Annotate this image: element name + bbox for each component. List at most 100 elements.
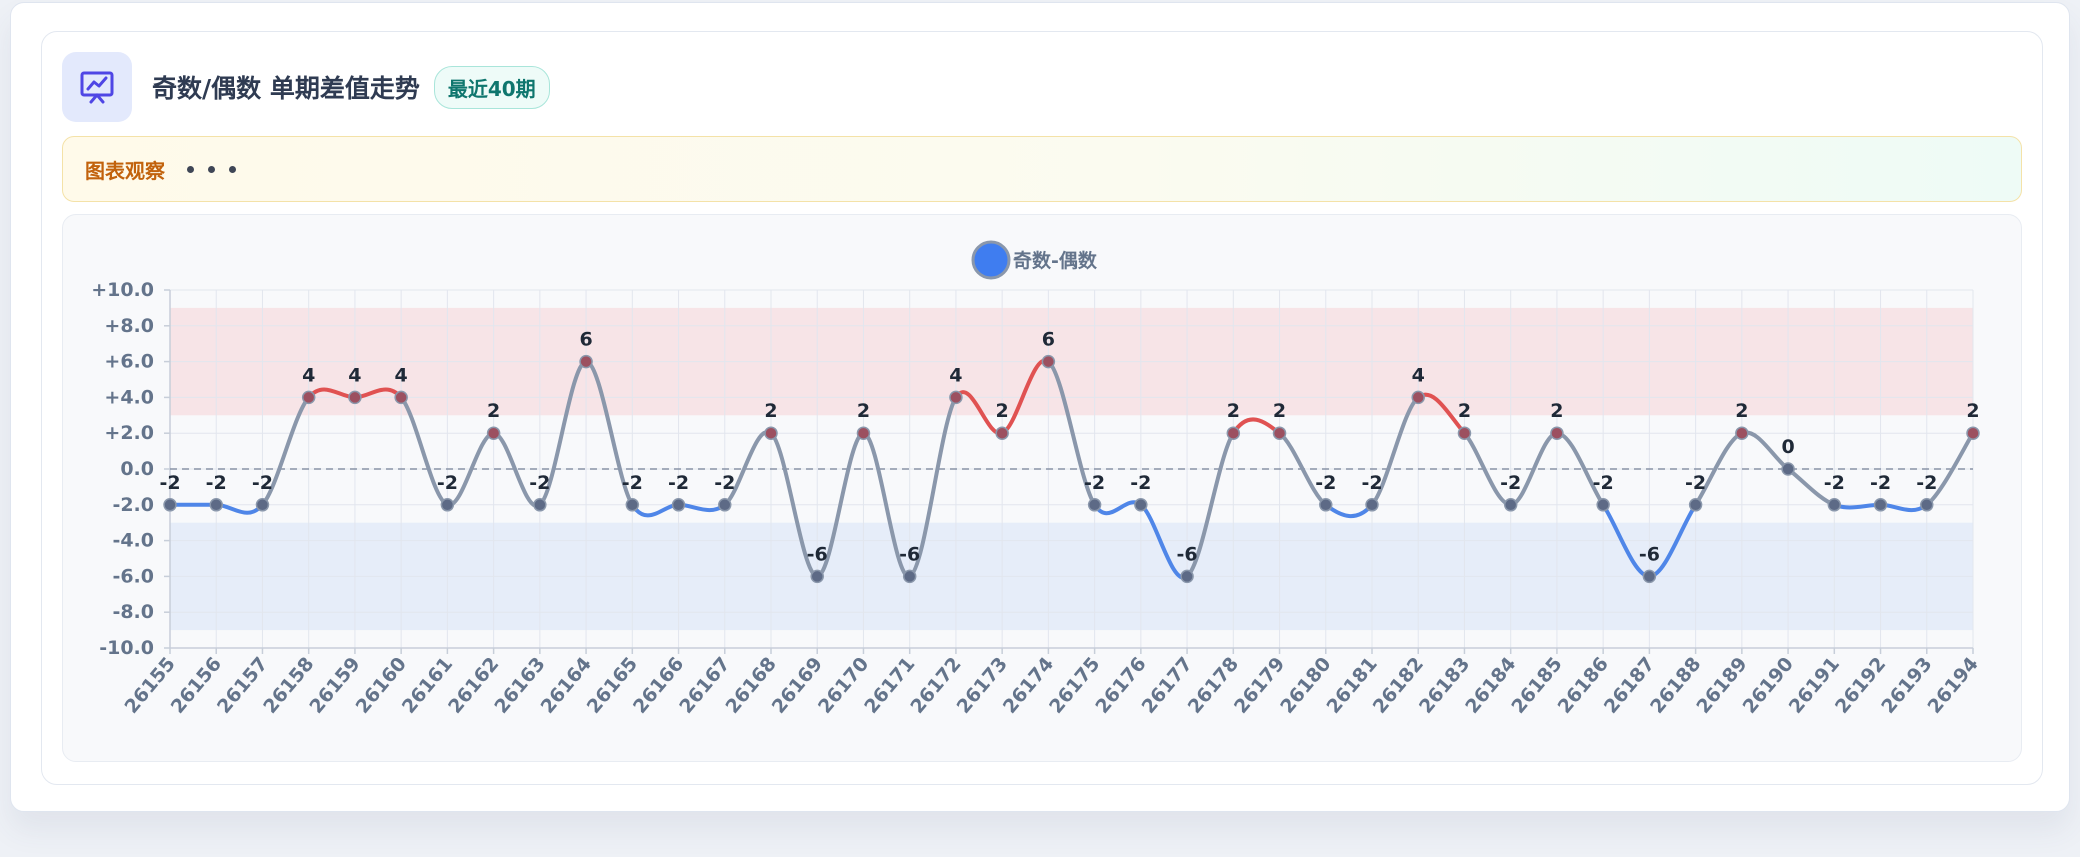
data-point (1873, 498, 1888, 512)
data-point (1365, 498, 1379, 512)
data-point (1503, 498, 1518, 512)
data-label: -2 (529, 472, 550, 494)
data-point (486, 426, 501, 440)
data-point (764, 426, 778, 440)
data-label: -2 (714, 472, 735, 494)
data-point (949, 390, 963, 405)
card-header: 奇数/偶数 单期差值走势 最近40期 (62, 52, 550, 122)
y-tick-label: +6.0 (104, 351, 154, 373)
more-dots-icon[interactable] (187, 165, 236, 173)
data-label: -2 (1130, 472, 1151, 494)
page-frame: 奇数/偶数 单期差值走势 最近40期 图表观察 +10.0 +8.0 +6.0 +4.… (10, 2, 2070, 812)
y-tick-label: -6.0 (112, 565, 154, 587)
data-label: 2 (1550, 400, 1563, 422)
data-point (1550, 426, 1564, 440)
series-line-segment (214, 502, 265, 515)
data-point (1134, 498, 1148, 512)
series-line-segment (907, 395, 958, 579)
data-point (533, 498, 547, 512)
legend-label: 奇数-偶数 (1013, 249, 1098, 272)
data-point (163, 498, 177, 512)
data-label: -6 (1177, 543, 1198, 565)
data-point (718, 498, 732, 512)
data-label: -2 (1500, 472, 1521, 494)
x-tick-label: 26194 (1923, 653, 1982, 718)
data-label: -2 (159, 472, 180, 494)
data-point (394, 390, 408, 405)
data-point (1781, 462, 1795, 476)
data-label: -2 (1916, 472, 1937, 494)
data-label: 2 (1458, 400, 1471, 422)
y-tick-label: -4.0 (112, 530, 154, 552)
data-label: -6 (1639, 543, 1660, 565)
data-label: -6 (899, 543, 920, 565)
series-line-segment (676, 502, 727, 513)
data-point (1087, 498, 1102, 512)
data-point (856, 426, 871, 440)
data-label: 2 (764, 400, 777, 422)
chart-card: 奇数/偶数 单期差值走势 最近40期 图表观察 +10.0 +8.0 +6.0 +4.… (41, 31, 2043, 785)
y-tick-label: -10.0 (99, 637, 154, 659)
data-point (348, 390, 362, 405)
data-point (301, 390, 316, 405)
data-label: 6 (1042, 329, 1055, 351)
y-tick-label: -8.0 (112, 601, 154, 623)
data-label: 2 (996, 400, 1009, 422)
presentation-chart-icon (62, 52, 132, 122)
data-label: 2 (1735, 400, 1748, 422)
data-label: -6 (807, 543, 828, 565)
data-point (902, 569, 917, 584)
series-line-segment (1046, 359, 1097, 507)
data-point (1688, 498, 1703, 512)
data-label: -2 (252, 472, 273, 494)
chart-panel: +10.0 +8.0 +6.0 +4.0 +2.0 0.0 -2.0 -4.0 -6.0 -8.0… (62, 214, 2022, 762)
y-tick-label: +10.0 (91, 279, 154, 301)
data-point (1966, 426, 1980, 440)
data-label: 6 (579, 329, 592, 351)
series-line-segment (1092, 500, 1143, 516)
data-label: 4 (949, 364, 962, 386)
data-point (1827, 498, 1842, 512)
data-label: 4 (302, 364, 315, 386)
data-point (995, 426, 1009, 440)
y-tick-label: +4.0 (104, 386, 154, 408)
data-point (1920, 498, 1934, 512)
data-label: -2 (1361, 472, 1382, 494)
data-label: 2 (1227, 400, 1240, 422)
series-line-segment (537, 359, 589, 507)
legend-marker (971, 240, 1011, 280)
observation-bar[interactable]: 图表观察 (62, 136, 2022, 202)
data-point (255, 498, 270, 512)
series-line-segment (1832, 502, 1883, 510)
data-label: -2 (622, 472, 643, 494)
data-label: -2 (437, 472, 458, 494)
data-point (1319, 498, 1333, 512)
series-line-segment (1323, 502, 1374, 518)
data-point (1180, 569, 1194, 584)
data-label: -2 (1685, 472, 1706, 494)
series-line-segment (1370, 395, 1421, 507)
series-line-segment (861, 431, 912, 579)
observation-label: 图表观察 (85, 158, 165, 183)
data-label: -2 (1084, 472, 1105, 494)
series-line-segment (815, 431, 866, 579)
series-line-segment (1878, 502, 1929, 513)
data-label: 4 (395, 364, 408, 386)
series-line-segment (630, 502, 681, 518)
data-point (810, 569, 824, 584)
data-point (1642, 569, 1657, 584)
data-label: -2 (206, 472, 227, 494)
y-tick-label: -2.0 (112, 494, 154, 516)
series-line-segment (584, 359, 635, 507)
data-point (671, 498, 686, 512)
series-line-segment (260, 395, 311, 507)
data-point (1457, 426, 1472, 440)
series-line-segment (1185, 431, 1236, 579)
data-point (1411, 390, 1425, 405)
data-label: -2 (1593, 472, 1614, 494)
data-point (1596, 498, 1610, 512)
series-line-segment (769, 431, 820, 579)
data-point (209, 498, 223, 512)
data-label: 0 (1781, 436, 1794, 458)
data-point (579, 354, 593, 369)
